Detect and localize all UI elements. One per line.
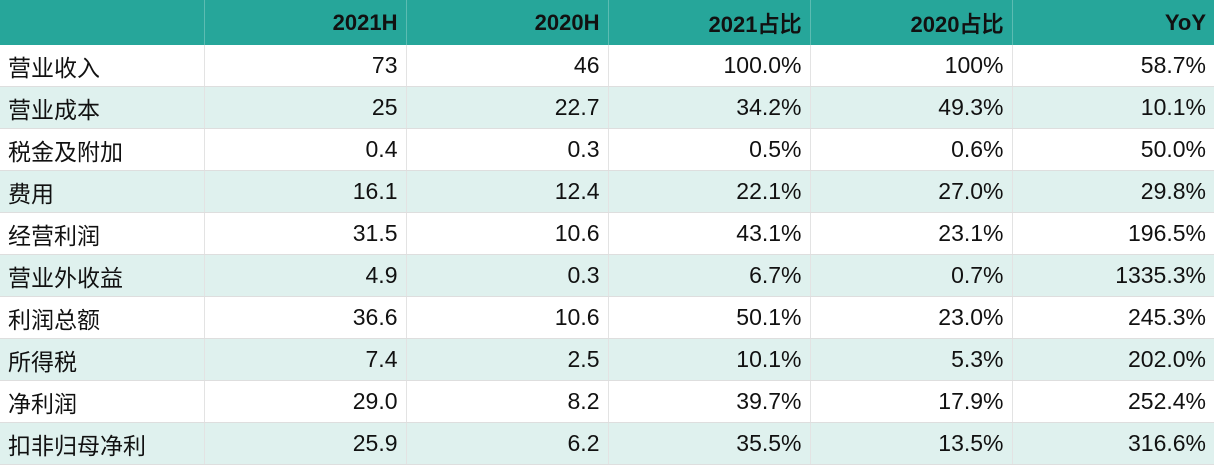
cell-yoy: 245.3%: [1012, 296, 1214, 339]
cell-2021h: 25.9: [204, 422, 407, 465]
cell-2021h: 25: [204, 86, 407, 129]
cell-2020-share: 17.9%: [810, 380, 1013, 423]
cell-2020-share: 27.0%: [810, 170, 1013, 213]
cell-2020-share: 5.3%: [810, 338, 1013, 381]
row-label: 营业收入: [0, 45, 205, 87]
table-row: 营业收入 73 46 100.0% 100% 58.7%: [0, 45, 1214, 87]
cell-2020-share: 0.6%: [810, 128, 1013, 171]
table-row: 费用 16.1 12.4 22.1% 27.0% 29.8%: [0, 170, 1214, 213]
row-label: 经营利润: [0, 212, 205, 255]
cell-2020h: 12.4: [406, 170, 609, 213]
header-row: 2021H 2020H 2021占比 2020占比 YoY: [0, 0, 1214, 45]
row-label: 费用: [0, 170, 205, 213]
cell-2021h: 7.4: [204, 338, 407, 381]
cell-2021h: 29.0: [204, 380, 407, 423]
cell-yoy: 252.4%: [1012, 380, 1214, 423]
cell-2020h: 10.6: [406, 296, 609, 339]
row-label: 所得税: [0, 338, 205, 381]
row-label: 营业成本: [0, 86, 205, 129]
cell-2020h: 0.3: [406, 128, 609, 171]
cell-2020-share: 13.5%: [810, 422, 1013, 465]
cell-2021-share: 22.1%: [608, 170, 811, 213]
cell-yoy: 1335.3%: [1012, 254, 1214, 297]
row-label: 利润总额: [0, 296, 205, 339]
cell-yoy: 196.5%: [1012, 212, 1214, 255]
cell-yoy: 10.1%: [1012, 86, 1214, 129]
table-row: 扣非归母净利 25.9 6.2 35.5% 13.5% 316.6%: [0, 422, 1214, 465]
cell-yoy: 202.0%: [1012, 338, 1214, 381]
cell-yoy: 50.0%: [1012, 128, 1214, 171]
cell-2021-share: 0.5%: [608, 128, 811, 171]
table-row: 税金及附加 0.4 0.3 0.5% 0.6% 50.0%: [0, 128, 1214, 171]
header-cell-2021-share: 2021占比: [608, 0, 811, 45]
row-label: 税金及附加: [0, 128, 205, 171]
cell-2021h: 36.6: [204, 296, 407, 339]
row-label: 营业外收益: [0, 254, 205, 297]
header-cell-2020h: 2020H: [406, 0, 609, 45]
cell-2021-share: 50.1%: [608, 296, 811, 339]
cell-2021-share: 34.2%: [608, 86, 811, 129]
header-cell-yoy: YoY: [1012, 0, 1214, 45]
cell-2020-share: 23.0%: [810, 296, 1013, 339]
cell-yoy: 58.7%: [1012, 45, 1214, 87]
cell-2021h: 73: [204, 45, 407, 87]
cell-2021-share: 39.7%: [608, 380, 811, 423]
cell-2020h: 6.2: [406, 422, 609, 465]
header-cell-label: [0, 0, 205, 45]
table-row: 利润总额 36.6 10.6 50.1% 23.0% 245.3%: [0, 296, 1214, 339]
cell-2021h: 16.1: [204, 170, 407, 213]
cell-2021-share: 6.7%: [608, 254, 811, 297]
cell-2020h: 2.5: [406, 338, 609, 381]
cell-2020-share: 49.3%: [810, 86, 1013, 129]
table-row: 经营利润 31.5 10.6 43.1% 23.1% 196.5%: [0, 212, 1214, 255]
cell-2020h: 10.6: [406, 212, 609, 255]
cell-yoy: 29.8%: [1012, 170, 1214, 213]
cell-2020-share: 0.7%: [810, 254, 1013, 297]
table-row: 所得税 7.4 2.5 10.1% 5.3% 202.0%: [0, 338, 1214, 381]
cell-2021-share: 100.0%: [608, 45, 811, 87]
cell-2020h: 46: [406, 45, 609, 87]
cell-2020h: 0.3: [406, 254, 609, 297]
table-row: 营业外收益 4.9 0.3 6.7% 0.7% 1335.3%: [0, 254, 1214, 297]
header-cell-2021h: 2021H: [204, 0, 407, 45]
cell-2020h: 22.7: [406, 86, 609, 129]
cell-2021-share: 43.1%: [608, 212, 811, 255]
row-label: 扣非归母净利: [0, 422, 205, 465]
cell-2020-share: 23.1%: [810, 212, 1013, 255]
cell-2021h: 4.9: [204, 254, 407, 297]
cell-yoy: 316.6%: [1012, 422, 1214, 465]
cell-2021h: 0.4: [204, 128, 407, 171]
header-cell-2020-share: 2020占比: [810, 0, 1013, 45]
cell-2020h: 8.2: [406, 380, 609, 423]
cell-2020-share: 100%: [810, 45, 1013, 87]
table-row: 营业成本 25 22.7 34.2% 49.3% 10.1%: [0, 86, 1214, 129]
cell-2021-share: 35.5%: [608, 422, 811, 465]
table-row: 净利润 29.0 8.2 39.7% 17.9% 252.4%: [0, 380, 1214, 423]
cell-2021-share: 10.1%: [608, 338, 811, 381]
cell-2021h: 31.5: [204, 212, 407, 255]
row-label: 净利润: [0, 380, 205, 423]
